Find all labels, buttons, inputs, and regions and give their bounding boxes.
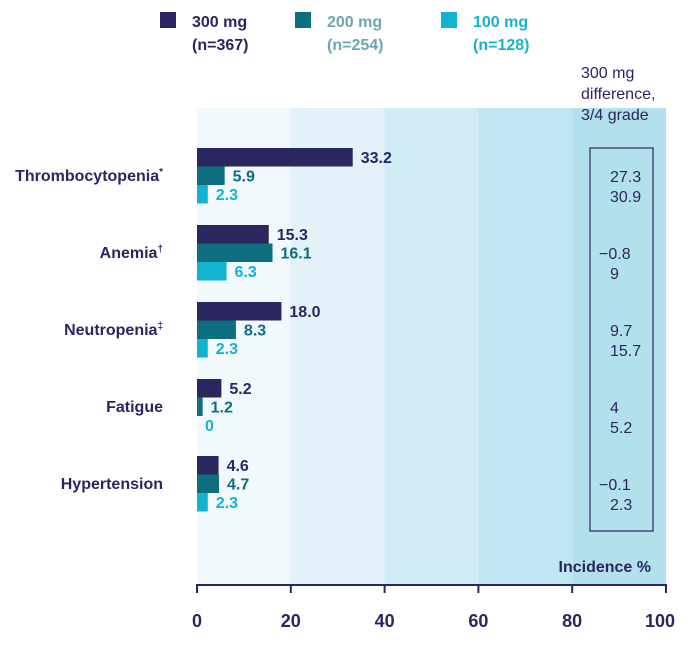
legend-n-200-mg: (n=254): [327, 37, 383, 54]
value-label-thrombocytopenia-100-mg: 2.3: [216, 187, 238, 204]
category-label-neutropenia: Neutropenia‡: [64, 321, 163, 339]
legend-swatch-200-mg: [295, 12, 311, 28]
value-label-neutropenia-200-mg: 8.3: [244, 323, 266, 340]
category-label-anemia: Anemia†: [100, 244, 163, 262]
legend: 300 mg (n=367) 200 mg (n=254) 100 mg (n=128): [160, 12, 529, 54]
difference-value: 27.3: [610, 169, 641, 186]
band-40-60: [384, 108, 479, 585]
difference-value: 5.2: [610, 420, 632, 437]
bar-thrombocytopenia-300-mg: [197, 148, 353, 167]
difference-value: 30.9: [610, 189, 641, 206]
x-tick-label-80: 80: [562, 611, 582, 631]
category-label-fatigue: Fatigue: [106, 399, 163, 416]
bar-fatigue-300-mg: [197, 379, 222, 398]
bar-neutropenia-300-mg: [197, 302, 282, 321]
difference-title-line: 300 mg: [581, 65, 634, 82]
background-bands: [197, 108, 666, 585]
x-tick-label-100: 100: [645, 611, 675, 631]
difference-column-box: [589, 147, 654, 532]
legend-label-200-mg: 200 mg: [327, 14, 382, 31]
category-label-hypertension: Hypertension: [61, 476, 163, 493]
legend-swatch-100-mg: [441, 12, 457, 28]
value-label-thrombocytopenia-300-mg: 33.2: [361, 150, 392, 167]
difference-value: −0.1: [599, 477, 631, 494]
band-80-100: [572, 108, 666, 585]
difference-value: 2.3: [610, 497, 632, 514]
legend-swatch-300-mg: [160, 12, 176, 28]
bar-hypertension-100-mg: [197, 493, 208, 512]
value-labels: 33.25.92.315.316.16.318.08.32.35.21.204.…: [205, 150, 392, 512]
bars: [197, 148, 353, 512]
band-60-80: [478, 108, 573, 585]
x-ticks: 0 20 40 60 80 100: [192, 585, 675, 631]
band-20-40: [290, 108, 385, 585]
value-label-neutropenia-300-mg: 18.0: [289, 304, 320, 321]
category-labels: Thrombocytopenia* Anemia† Neutropenia‡ Fati…: [15, 167, 163, 493]
x-tick-label-40: 40: [375, 611, 395, 631]
difference-title-line: difference,: [581, 86, 655, 103]
bar-thrombocytopenia-100-mg: [197, 185, 208, 204]
value-label-fatigue-300-mg: 5.2: [229, 381, 251, 398]
value-label-thrombocytopenia-200-mg: 5.9: [233, 169, 255, 186]
category-footnote-marker: ‡: [157, 321, 163, 332]
category-footnote-marker: *: [159, 167, 163, 178]
x-axis-label: Incidence %: [559, 559, 651, 576]
category-footnote-marker: †: [157, 244, 163, 255]
value-label-hypertension-200-mg: 4.7: [227, 477, 249, 494]
value-label-hypertension-300-mg: 4.6: [227, 458, 249, 475]
value-label-hypertension-100-mg: 2.3: [216, 495, 238, 512]
bar-anemia-100-mg: [197, 262, 227, 281]
difference-value: 9: [610, 266, 619, 283]
value-label-anemia-100-mg: 6.3: [235, 264, 257, 281]
bar-neutropenia-200-mg: [197, 320, 236, 339]
value-label-neutropenia-100-mg: 2.3: [216, 341, 238, 358]
value-label-anemia-200-mg: 16.1: [281, 246, 312, 263]
bar-hypertension-300-mg: [197, 456, 219, 475]
difference-value: 15.7: [610, 343, 641, 360]
legend-n-100-mg: (n=128): [473, 37, 529, 54]
difference-column-title: 300 mg difference, 3/4 grade: [581, 65, 655, 124]
legend-label-100-mg: 100 mg: [473, 14, 528, 31]
bar-fatigue-200-mg: [197, 397, 203, 416]
value-label-anemia-300-mg: 15.3: [277, 227, 308, 244]
difference-value: 4: [610, 400, 619, 417]
bar-thrombocytopenia-200-mg: [197, 166, 225, 185]
bar-anemia-200-mg: [197, 243, 273, 262]
band-0-20: [197, 108, 291, 585]
x-tick-label-20: 20: [281, 611, 301, 631]
x-tick-label-0: 0: [192, 611, 202, 631]
difference-value: −0.8: [599, 246, 631, 263]
bar-anemia-300-mg: [197, 225, 269, 244]
legend-label-300-mg: 300 mg: [192, 14, 247, 31]
bar-neutropenia-100-mg: [197, 339, 208, 358]
category-label-thrombocytopenia: Thrombocytopenia*: [15, 167, 163, 185]
difference-column-values: 27.3 30.9 −0.8 9 9.7 15.7 4 5.2 −0.1 2.3: [599, 169, 641, 514]
bar-hypertension-200-mg: [197, 474, 220, 493]
value-label-fatigue-100-mg: 0: [205, 418, 214, 435]
difference-value: 9.7: [610, 323, 632, 340]
x-tick-label-60: 60: [468, 611, 488, 631]
legend-n-300-mg: (n=367): [192, 37, 248, 54]
value-label-fatigue-200-mg: 1.2: [211, 400, 233, 417]
difference-title-line: 3/4 grade: [581, 107, 649, 124]
